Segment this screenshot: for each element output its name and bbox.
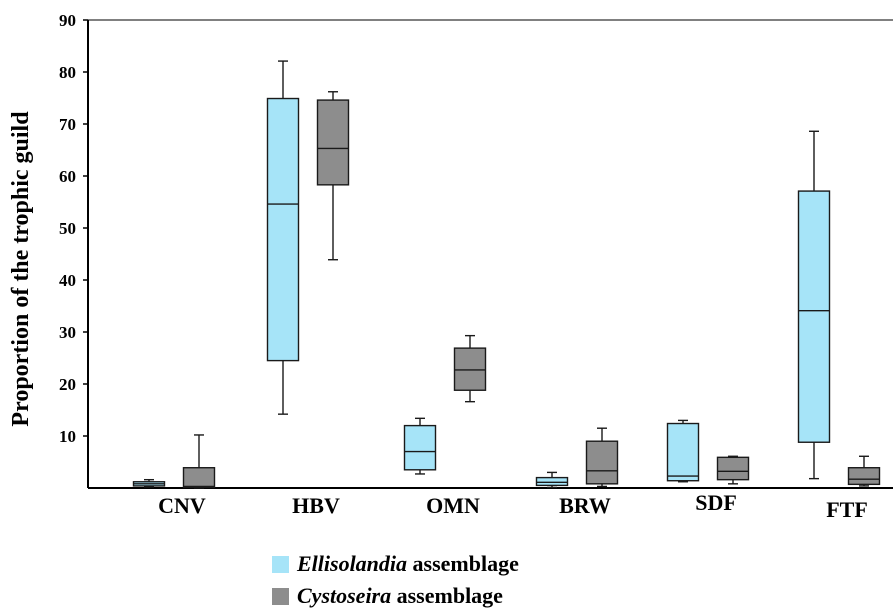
box-hbv-series-2-iqr <box>316 99 350 186</box>
legend-label-series-1-rest: assemblage <box>407 551 519 576</box>
box-sdf-series-1-iqr <box>666 422 700 482</box>
y-tick-label-80: 80 <box>59 63 76 82</box>
chart-marks <box>132 60 881 489</box>
legend-label-series-2-rest: assemblage <box>391 583 503 608</box>
y-tick-label-10: 10 <box>59 427 76 446</box>
legend-item-series-1: Ellisolandia assemblage <box>272 548 519 580</box>
box-omn-series-2-iqr <box>453 347 487 391</box>
legend-swatch-series-2 <box>272 587 289 605</box>
x-category-label-ftf: FTF <box>826 497 868 522</box>
legend-swatch-series-1 <box>272 555 289 573</box>
legend-label-series-1: Ellisolandia assemblage <box>297 551 519 577</box>
x-category-label-brw: BRW <box>559 493 611 518</box>
legend: Ellisolandia assemblage Cystoseira assem… <box>272 548 519 612</box>
legend-label-series-2-italic: Cystoseira <box>297 583 392 608</box>
x-category-label-cnv: CNV <box>158 493 206 518</box>
x-category-label-sdf: SDF <box>695 490 737 515</box>
box-brw-series-1-iqr <box>535 476 569 487</box>
y-tick-label-30: 30 <box>59 323 76 342</box>
box-ftf-series-1-iqr <box>797 190 831 443</box>
box-ftf-series-2-iqr <box>847 467 881 486</box>
y-tick-label-20: 20 <box>59 375 76 394</box>
box-omn-series-1-iqr <box>403 424 437 471</box>
x-category-label-hbv: HBV <box>292 493 340 518</box>
y-tick-label-40: 40 <box>59 271 76 290</box>
chart-axes: 10 20 30 40 50 60 70 80 90 CNV HBV OMN BRW SDF FTF <box>59 11 893 522</box>
legend-item-series-2: Cystoseira assemblage <box>272 580 519 612</box>
legend-label-series-2: Cystoseira assemblage <box>297 583 503 609</box>
y-tick-label-90: 90 <box>59 11 76 30</box>
y-axis-label: Proportion of the trophic guild <box>8 111 34 427</box>
box-sdf-series-2-iqr <box>716 456 750 481</box>
box-brw-series-2-iqr <box>585 440 619 485</box>
legend-label-series-1-italic: Ellisolandia <box>297 551 408 576</box>
box-hbv-series-1-iqr <box>266 97 300 362</box>
box-cnv-series-2-iqr <box>182 467 216 489</box>
x-category-label-omn: OMN <box>426 493 480 518</box>
y-tick-label-70: 70 <box>59 115 76 134</box>
y-tick-label-50: 50 <box>59 219 76 238</box>
y-tick-label-60: 60 <box>59 167 76 186</box>
